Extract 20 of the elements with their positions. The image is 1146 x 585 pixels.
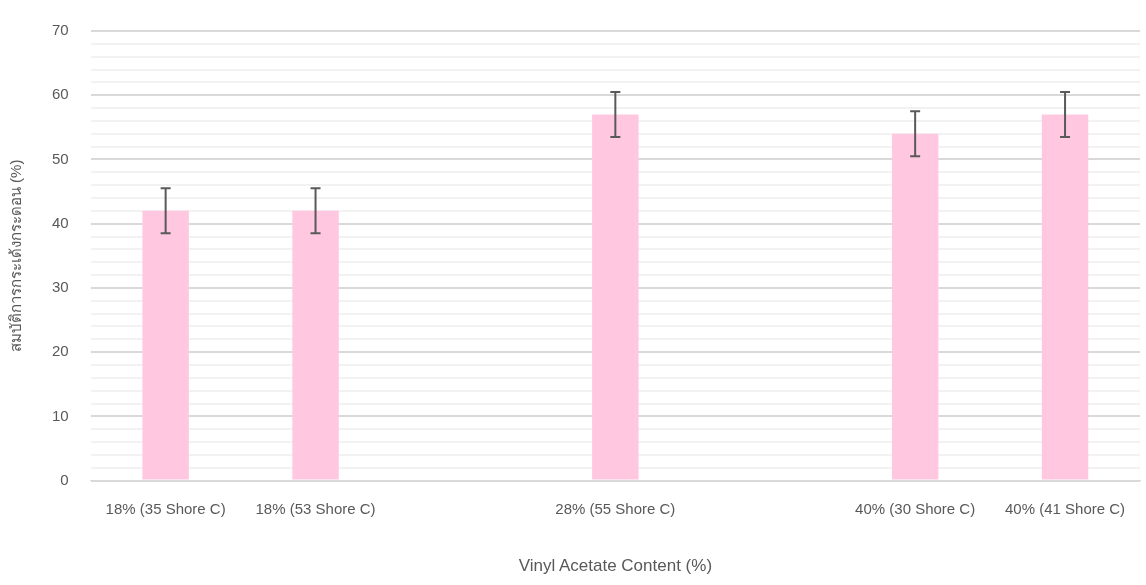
bar bbox=[1041, 114, 1089, 480]
y-tick-label: 50 bbox=[52, 149, 69, 167]
x-tick-label: 18% (35 Shore C) bbox=[105, 499, 226, 517]
x-tick-label: 40% (41 Shore C) bbox=[1005, 499, 1126, 517]
x-tick-label: 28% (55 Shore C) bbox=[555, 499, 676, 517]
x-tick-label: 18% (53 Shore C) bbox=[255, 499, 376, 517]
y-tick-label: 70 bbox=[52, 21, 69, 39]
bar bbox=[592, 114, 639, 480]
bar bbox=[891, 133, 939, 480]
y-tick-label: 60 bbox=[52, 85, 69, 103]
y-tick-label: 30 bbox=[52, 278, 69, 296]
x-axis-title: Vinyl Acetate Content (%) bbox=[518, 556, 713, 576]
bar bbox=[142, 210, 189, 480]
x-tick-label: 40% (30 Shore C) bbox=[855, 499, 976, 517]
y-tick-label: 20 bbox=[52, 342, 69, 360]
y-tick-label: 10 bbox=[52, 406, 69, 424]
y-axis-title: สมบัติการกระเด้งกระดอน (%) bbox=[7, 159, 25, 353]
y-tick-label: 40 bbox=[52, 213, 69, 231]
y-tick-label: 0 bbox=[60, 470, 69, 488]
bar bbox=[292, 210, 339, 480]
